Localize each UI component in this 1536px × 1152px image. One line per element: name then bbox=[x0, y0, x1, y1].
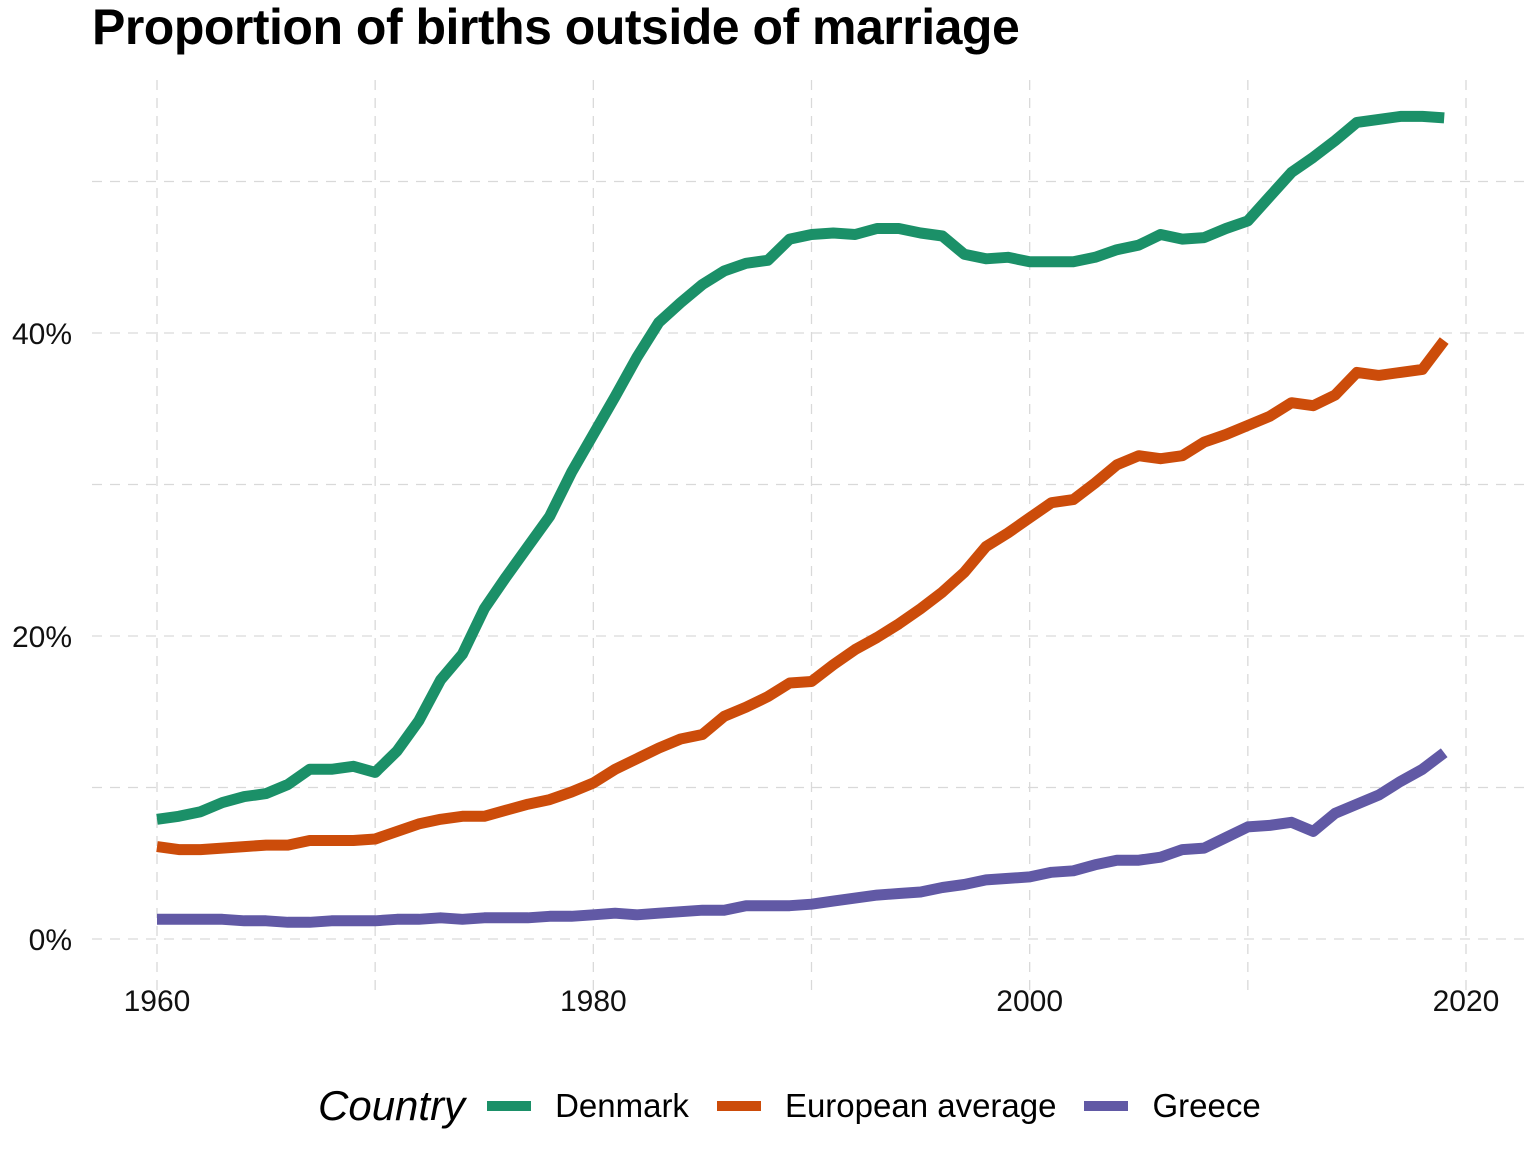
y-tick-label: 40% bbox=[12, 318, 72, 351]
x-tick-label: 2020 bbox=[1433, 985, 1500, 1018]
x-axis-ticks: 1960 1980 2000 2020 bbox=[124, 985, 1500, 1018]
y-tick-label: 20% bbox=[12, 621, 72, 654]
legend-item-european-average: European average bbox=[716, 1087, 1057, 1125]
legend-key-european-average bbox=[716, 1101, 761, 1111]
legend-label-greece: Greece bbox=[1152, 1087, 1261, 1124]
x-tick-label: 1980 bbox=[560, 985, 627, 1018]
legend-item-denmark: Denmark bbox=[487, 1087, 689, 1125]
legend-item-greece: Greece bbox=[1084, 1087, 1261, 1125]
series-lines bbox=[156, 110, 1449, 928]
y-tick-label: 0% bbox=[29, 924, 72, 957]
series-line-denmark bbox=[156, 110, 1445, 825]
x-tick-label: 2000 bbox=[996, 985, 1063, 1018]
legend-label-european-average: European average bbox=[784, 1087, 1057, 1124]
series-line-european-average bbox=[156, 337, 1449, 856]
legend-key-greece bbox=[1084, 1101, 1129, 1111]
legend-key-denmark bbox=[487, 1101, 532, 1111]
series-line-greece bbox=[157, 748, 1448, 928]
gridlines bbox=[92, 80, 1530, 990]
legend-title: Country bbox=[318, 1082, 466, 1129]
legend: Country Denmark European average Greece bbox=[318, 1078, 1289, 1134]
legend-label-denmark: Denmark bbox=[555, 1087, 689, 1124]
x-tick-label: 1960 bbox=[124, 985, 191, 1018]
y-axis-ticks: 0% 20% 40% bbox=[12, 318, 72, 957]
chart-title: Proportion of births outside of marriage bbox=[92, 0, 1020, 55]
